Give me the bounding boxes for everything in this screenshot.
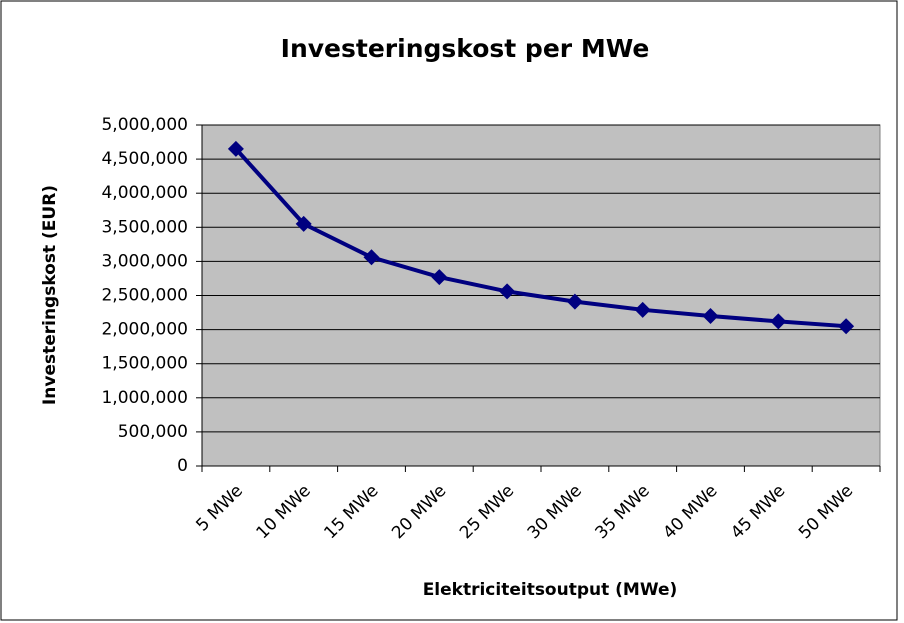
chart-title: Investeringskost per MWe	[281, 34, 650, 63]
marker	[363, 249, 380, 266]
marker	[295, 215, 312, 232]
y-tick-label: 1,500,000	[101, 354, 188, 374]
line	[234, 147, 847, 329]
marker	[566, 293, 583, 310]
y-tick-label: 1,000,000	[101, 388, 188, 408]
x-axis-label: Elektriciteitsoutput (MWe)	[423, 580, 678, 600]
y-tick-label: 500,000	[118, 422, 188, 442]
y-tick-label: 2,500,000	[101, 286, 188, 306]
y-tick-label: 0	[177, 456, 188, 476]
marker	[770, 313, 787, 330]
marker	[702, 307, 719, 324]
y-tick-label: 2,000,000	[101, 320, 188, 340]
y-tick-label: 3,000,000	[101, 251, 188, 271]
y-tick-label: 3,500,000	[101, 217, 188, 237]
marker	[499, 283, 516, 300]
marker	[431, 269, 448, 286]
y-tick-label: 5,000,000	[101, 115, 188, 135]
marker	[634, 301, 651, 318]
marker	[227, 140, 244, 157]
y-tick-label: 4,000,000	[101, 183, 188, 203]
marker	[838, 318, 855, 335]
y-tick-label: 4,500,000	[101, 149, 188, 169]
y-axis-label: Investeringskost (EUR)	[40, 185, 60, 405]
